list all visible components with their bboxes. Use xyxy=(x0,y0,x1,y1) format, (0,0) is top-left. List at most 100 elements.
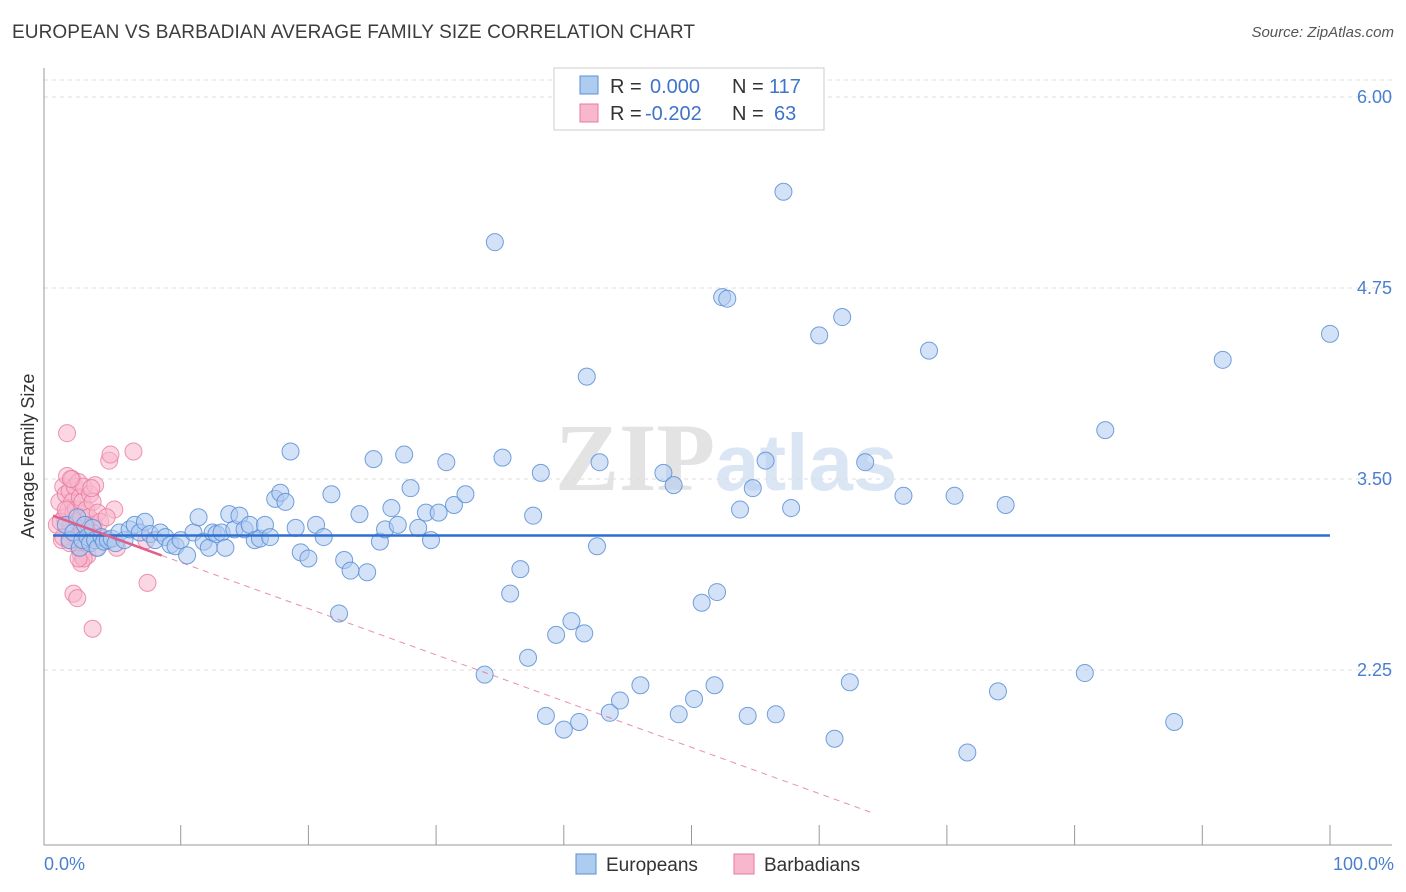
bottom-legend-swatch-barbadians xyxy=(733,853,755,875)
european-point xyxy=(536,706,555,725)
european-point xyxy=(531,463,550,482)
european-point xyxy=(456,485,475,504)
legend-n-label-0: N = xyxy=(732,76,764,98)
correlation-legend: R = 0.000 N = 117 R = -0.202 N = 63 xyxy=(553,67,825,131)
european-point xyxy=(475,665,494,684)
european-point xyxy=(178,546,197,565)
x-axis-ticks xyxy=(180,825,1331,845)
european-point xyxy=(261,528,280,547)
barbadian-point xyxy=(83,619,102,638)
european-point xyxy=(588,537,607,556)
y-axis-label: Average Family Size xyxy=(18,374,38,539)
european-point xyxy=(833,308,852,327)
european-point xyxy=(756,451,775,470)
barbadian-point xyxy=(82,479,101,498)
european-point xyxy=(429,503,448,522)
european-point xyxy=(286,518,305,537)
european-point xyxy=(485,233,504,252)
european-point xyxy=(774,182,793,201)
european-point xyxy=(738,706,757,725)
legend-swatch-barbadians xyxy=(579,103,599,123)
barbadians-trend-line xyxy=(52,514,162,557)
european-point xyxy=(669,705,688,724)
european-point xyxy=(519,648,538,667)
european-point xyxy=(350,505,369,524)
barbadian-point xyxy=(124,442,143,461)
barbadian-point xyxy=(58,424,77,443)
european-point xyxy=(590,453,609,472)
legend-n-label-1: N = xyxy=(732,103,764,125)
european-point xyxy=(743,479,762,498)
barbadian-point xyxy=(97,508,116,527)
european-point xyxy=(945,486,964,505)
european-point xyxy=(840,673,859,692)
european-point xyxy=(189,508,208,527)
european-point xyxy=(894,486,913,505)
european-point xyxy=(330,604,349,623)
european-point xyxy=(444,495,463,514)
european-point xyxy=(1213,350,1232,369)
european-point xyxy=(631,676,650,695)
european-point xyxy=(856,453,875,472)
barbadians-trend-extension xyxy=(161,554,871,813)
barbadian-point xyxy=(61,470,80,488)
european-point xyxy=(1075,664,1094,683)
european-point xyxy=(341,561,360,580)
legend-swatch-europeans xyxy=(579,75,599,95)
european-point xyxy=(920,341,939,360)
european-point xyxy=(511,560,530,579)
legend-r-label-0: R = xyxy=(610,76,642,98)
european-point xyxy=(562,612,581,631)
european-point xyxy=(216,538,235,557)
x-tick-label-min: 0.0% xyxy=(44,854,85,874)
european-point xyxy=(810,326,829,345)
european-point xyxy=(299,549,318,568)
european-point xyxy=(692,593,711,612)
european-point xyxy=(731,500,750,519)
source-label: Source: ZipAtlas.com xyxy=(1251,24,1394,41)
european-point xyxy=(1165,712,1184,731)
bottom-legend-label-barbadians: Barbadians xyxy=(764,855,860,876)
european-point xyxy=(1096,421,1115,440)
european-point xyxy=(421,531,440,550)
european-point xyxy=(364,450,383,469)
series-legend: Europeans Barbadians xyxy=(575,853,860,876)
european-point xyxy=(996,495,1015,514)
x-tick-label-max: 100.0% xyxy=(1333,854,1394,874)
european-point xyxy=(554,720,573,739)
european-point xyxy=(782,499,801,518)
european-point xyxy=(718,289,737,308)
europeans-points xyxy=(56,182,1339,762)
european-point xyxy=(322,485,341,504)
european-point xyxy=(437,453,456,472)
european-point xyxy=(988,682,1007,701)
european-point xyxy=(664,476,683,495)
european-point xyxy=(501,584,520,603)
european-point xyxy=(409,518,428,537)
european-point xyxy=(281,442,300,461)
legend-r-value-1: -0.202 xyxy=(645,103,702,125)
european-point xyxy=(395,445,414,464)
european-point xyxy=(958,743,977,762)
european-point xyxy=(401,479,420,498)
european-point xyxy=(314,528,333,547)
european-point xyxy=(685,690,704,709)
european-point xyxy=(493,448,512,467)
barbadian-point xyxy=(68,589,87,608)
y-tick-label: 2.25 xyxy=(1357,660,1392,680)
chart-title: EUROPEAN VS BARBADIAN AVERAGE FAMILY SIZ… xyxy=(12,22,696,43)
bottom-legend-label-europeans: Europeans xyxy=(606,855,698,876)
watermark-zip: ZIP xyxy=(555,404,715,511)
legend-r-label-1: R = xyxy=(610,103,642,125)
european-point xyxy=(1321,324,1339,343)
bottom-legend-swatch-europeans xyxy=(575,853,597,875)
european-point xyxy=(524,506,543,525)
legend-n-value-1: 63 xyxy=(774,103,796,125)
european-point xyxy=(708,583,727,602)
european-point xyxy=(577,367,596,386)
trend-lines xyxy=(52,514,1330,813)
european-point xyxy=(766,705,785,724)
legend-box xyxy=(553,67,825,131)
european-point xyxy=(575,624,594,643)
